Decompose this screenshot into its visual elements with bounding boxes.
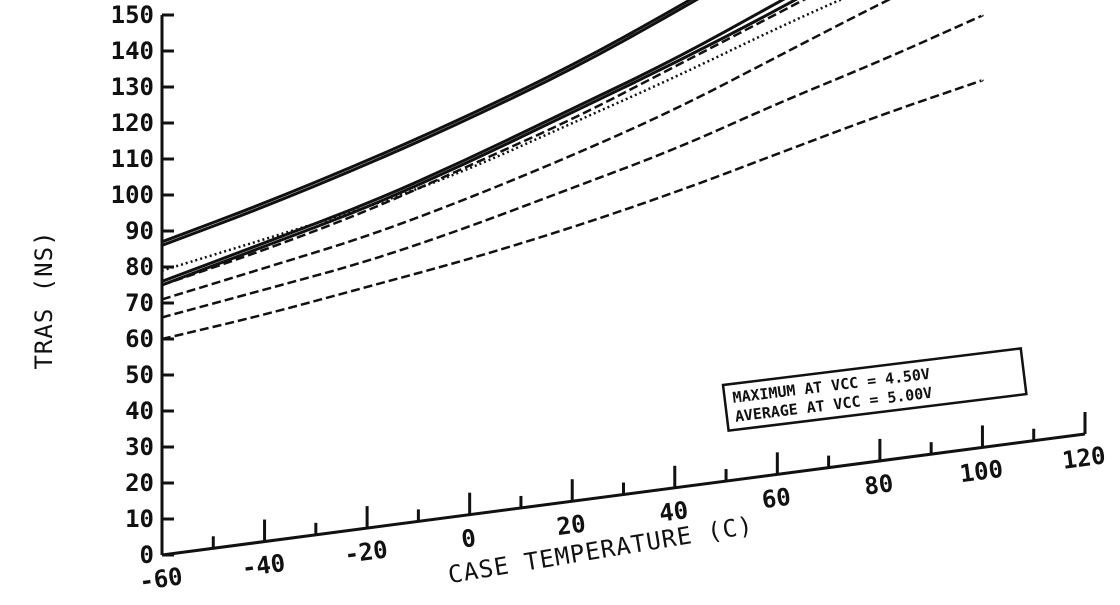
- x-tick-label-120: 120: [1061, 441, 1108, 474]
- series-line-7: [161, 0, 892, 301]
- x-tick-label--20: -20: [343, 535, 390, 568]
- x-tick-label-60: 60: [760, 483, 792, 515]
- y-tick-label-130: 130: [111, 73, 154, 101]
- y-tick-label-150: 150: [111, 1, 154, 29]
- y-tick-label-100: 100: [111, 181, 154, 209]
- x-tick-label-20: 20: [555, 510, 587, 542]
- x-axis-title: CASE TEMPERATURE (C): [446, 511, 755, 589]
- x-tick-label-80: 80: [863, 469, 895, 501]
- x-tick-label-40: 40: [658, 496, 690, 528]
- y-tick-label-110: 110: [111, 145, 154, 173]
- y-tick-label-30: 30: [125, 433, 154, 461]
- y-tick-label-10: 10: [125, 505, 154, 533]
- series-line-6: [161, 0, 844, 272]
- y-tick-label-70: 70: [125, 289, 154, 317]
- x-tick-label-100: 100: [958, 455, 1005, 488]
- y-tick-label-120: 120: [111, 109, 154, 137]
- series-layer: [161, 0, 984, 341]
- y-tick-label-0: 0: [140, 541, 154, 569]
- legend-box: MAXIMUM AT VCC = 4.50V AVERAGE AT VCC = …: [721, 347, 1028, 433]
- series-line-1: [161, 0, 693, 244]
- series-line-8: [161, 14, 984, 319]
- y-tick-label-50: 50: [125, 361, 154, 389]
- x-tick-label--40: -40: [240, 549, 287, 582]
- y-tick-label-140: 140: [111, 37, 154, 65]
- y-axis: 0 10 20 30 40 50 60 70 80 90 100 110 120 130 140 150: [111, 1, 174, 569]
- series-line-2: [161, 0, 700, 247]
- series-line-3: [161, 0, 786, 283]
- y-tick-label-60: 60: [125, 325, 154, 353]
- x-tick-label--60: -60: [138, 562, 185, 595]
- y-tick-label-90: 90: [125, 217, 154, 245]
- x-tick-label-0: 0: [460, 524, 478, 554]
- series-line-9: [161, 78, 984, 341]
- y-tick-label-80: 80: [125, 253, 154, 281]
- legend-frame: [721, 347, 1028, 433]
- series-line-5: [161, 0, 807, 287]
- y-axis-title: TRAS (NS): [30, 230, 58, 369]
- y-tick-label-40: 40: [125, 397, 154, 425]
- y-tick-label-20: 20: [125, 469, 154, 497]
- series-line-4: [161, 0, 799, 287]
- x-axis: -60 -40 -20 0 20 40 60 80 100 120: [138, 412, 1108, 596]
